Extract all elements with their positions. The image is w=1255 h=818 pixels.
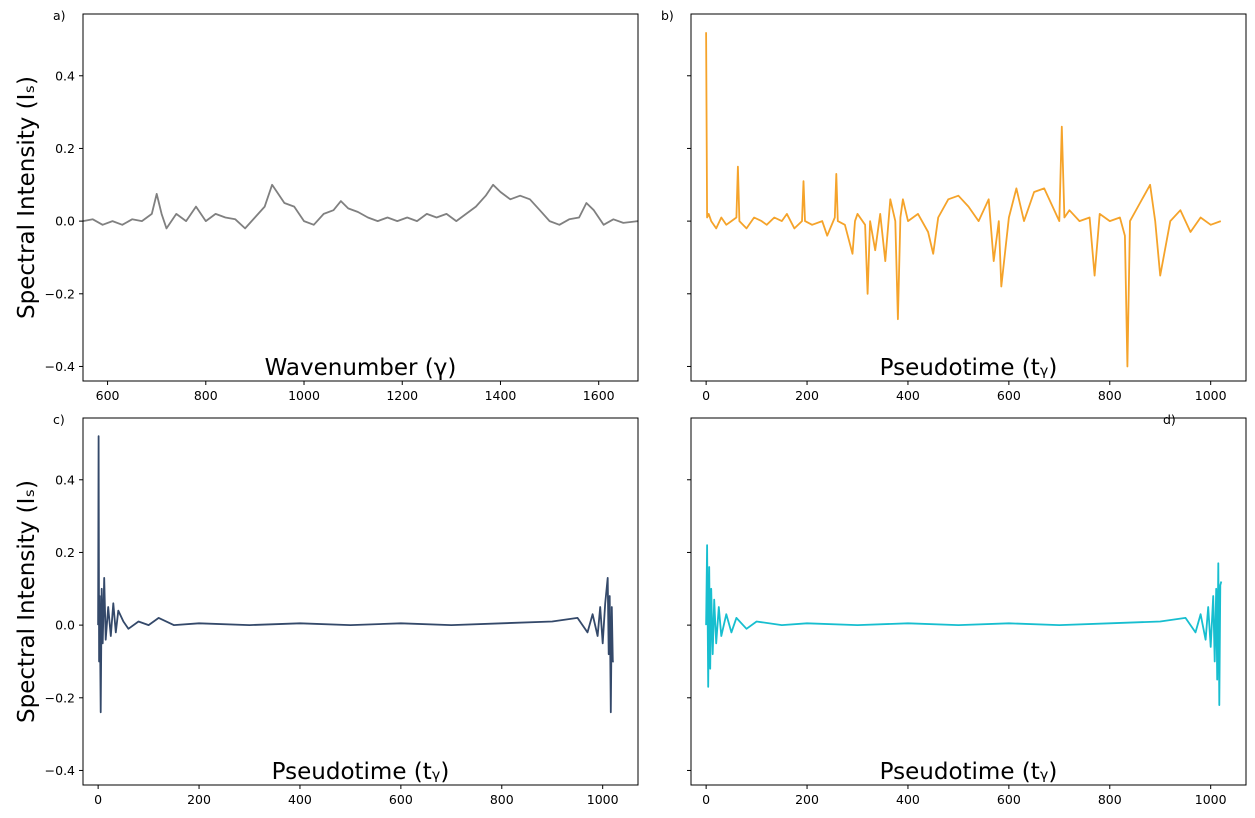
plot-frame (82, 417, 639, 786)
x-tick-label: 800 (194, 388, 218, 403)
series-line (705, 32, 1222, 368)
x-tick-label: 600 (997, 388, 1021, 403)
x-tick-label: 1000 (1195, 388, 1227, 403)
plot-frame (82, 13, 639, 382)
y-tick-label: −0.4 (45, 359, 75, 374)
panel-label: b) (661, 8, 674, 23)
x-tick-label: 1000 (587, 792, 619, 807)
panel-a: 600 800 1000 1200 1400 1600 −0.4 −0.2 0.0 0.2 0.4 W… (14, 8, 639, 403)
x-tick-label: 1000 (288, 388, 320, 403)
x-tick-label: 0 (702, 388, 710, 403)
plot-frame (690, 417, 1247, 786)
panel-label: d) (1163, 412, 1176, 427)
y-tick-label: 0.0 (55, 214, 75, 229)
y-tick-label: −0.2 (45, 690, 75, 705)
x-tick-label: 800 (490, 792, 514, 807)
panel-label: a) (53, 8, 66, 23)
x-tick-label: 200 (187, 792, 211, 807)
x-tick-label: 0 (94, 792, 102, 807)
x-tick-label: 400 (896, 792, 920, 807)
x-tick-label: 600 (96, 388, 120, 403)
x-axis-label: Pseudotime (tᵧ) (880, 355, 1058, 381)
x-axis-label: Pseudotime (tᵧ) (880, 759, 1058, 785)
x-tick-label: 1600 (583, 388, 615, 403)
y-tick-label: −0.2 (45, 286, 75, 301)
series-line (97, 435, 614, 714)
series-line (705, 544, 1223, 706)
y-tick-label: 0.4 (55, 68, 75, 83)
y-tick-label: 0.0 (55, 618, 75, 633)
x-tick-label: 1000 (1195, 792, 1227, 807)
x-tick-label: 600 (389, 792, 413, 807)
x-tick-label: 800 (1098, 792, 1122, 807)
y-tick-label: 0.2 (55, 141, 75, 156)
x-tick-label: 200 (795, 388, 819, 403)
y-axis-label: Spectral Intensity (Iₛ) (14, 76, 40, 319)
panel-label: c) (53, 412, 65, 427)
x-axis-label: Wavenumber (γ) (265, 355, 457, 381)
panel-c: 0 200 400 600 800 1000 −0.4 −0.2 0.0 0.2 0.4 Pseudo… (14, 412, 639, 807)
x-tick-label: 400 (896, 388, 920, 403)
plot-frame (690, 13, 1247, 382)
panel-b: 0 200 400 600 800 1000 Pseudotime (tᵧ) b) (661, 8, 1247, 403)
y-axis-label: Spectral Intensity (Iₛ) (14, 480, 40, 723)
x-tick-label: 1200 (386, 388, 418, 403)
y-tick-label: 0.2 (55, 545, 75, 560)
panel-d: 0 200 400 600 800 1000 Pseudotime (tᵧ) d) (687, 412, 1247, 807)
x-tick-label: 800 (1098, 388, 1122, 403)
y-tick-label: 0.4 (55, 472, 75, 487)
y-tick-label: −0.4 (45, 763, 75, 778)
x-tick-label: 0 (702, 792, 710, 807)
x-tick-label: 1400 (485, 388, 517, 403)
series-line (82, 183, 639, 230)
x-tick-label: 400 (288, 792, 312, 807)
x-tick-label: 200 (795, 792, 819, 807)
x-axis-label: Pseudotime (tᵧ) (272, 759, 450, 785)
x-tick-label: 600 (997, 792, 1021, 807)
